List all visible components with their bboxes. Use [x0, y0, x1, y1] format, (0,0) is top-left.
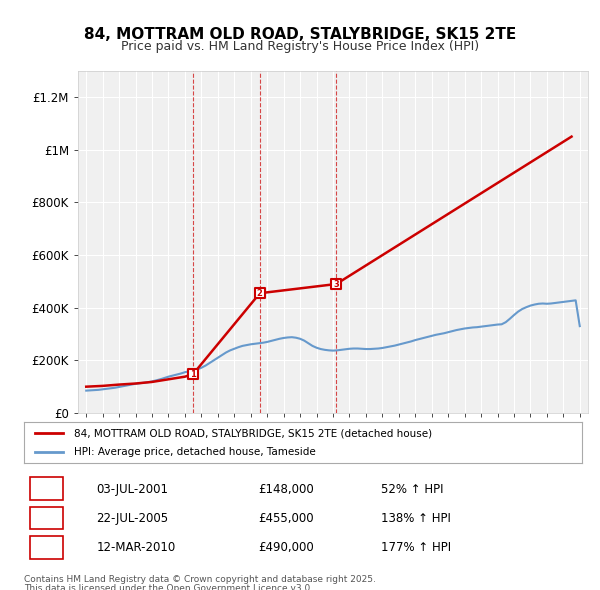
Text: 22-JUL-2005: 22-JUL-2005 [97, 512, 169, 525]
Text: 177% ↑ HPI: 177% ↑ HPI [381, 541, 451, 554]
Text: £455,000: £455,000 [259, 512, 314, 525]
Text: Contains HM Land Registry data © Crown copyright and database right 2025.: Contains HM Land Registry data © Crown c… [24, 575, 376, 584]
Text: 84, MOTTRAM OLD ROAD, STALYBRIDGE, SK15 2TE (detached house): 84, MOTTRAM OLD ROAD, STALYBRIDGE, SK15 … [74, 428, 433, 438]
Text: 138% ↑ HPI: 138% ↑ HPI [381, 512, 451, 525]
Text: 12-MAR-2010: 12-MAR-2010 [97, 541, 176, 554]
Text: HPI: Average price, detached house, Tameside: HPI: Average price, detached house, Tame… [74, 447, 316, 457]
Text: 1: 1 [42, 483, 50, 496]
Text: 03-JUL-2001: 03-JUL-2001 [97, 483, 169, 496]
Text: 2: 2 [42, 512, 50, 525]
Point [331, 279, 341, 289]
Point [255, 289, 265, 298]
Text: 1: 1 [190, 369, 196, 379]
Point [188, 369, 198, 379]
Text: This data is licensed under the Open Government Licence v3.0.: This data is licensed under the Open Gov… [24, 584, 313, 590]
Text: 2: 2 [257, 289, 263, 298]
Text: £490,000: £490,000 [259, 541, 314, 554]
FancyBboxPatch shape [29, 507, 63, 529]
Text: 3: 3 [42, 541, 50, 554]
Text: 52% ↑ HPI: 52% ↑ HPI [381, 483, 443, 496]
Text: 3: 3 [334, 280, 339, 289]
Text: £148,000: £148,000 [259, 483, 314, 496]
Text: 84, MOTTRAM OLD ROAD, STALYBRIDGE, SK15 2TE: 84, MOTTRAM OLD ROAD, STALYBRIDGE, SK15 … [84, 27, 516, 41]
Text: Price paid vs. HM Land Registry's House Price Index (HPI): Price paid vs. HM Land Registry's House … [121, 40, 479, 53]
FancyBboxPatch shape [29, 536, 63, 559]
FancyBboxPatch shape [29, 477, 63, 500]
